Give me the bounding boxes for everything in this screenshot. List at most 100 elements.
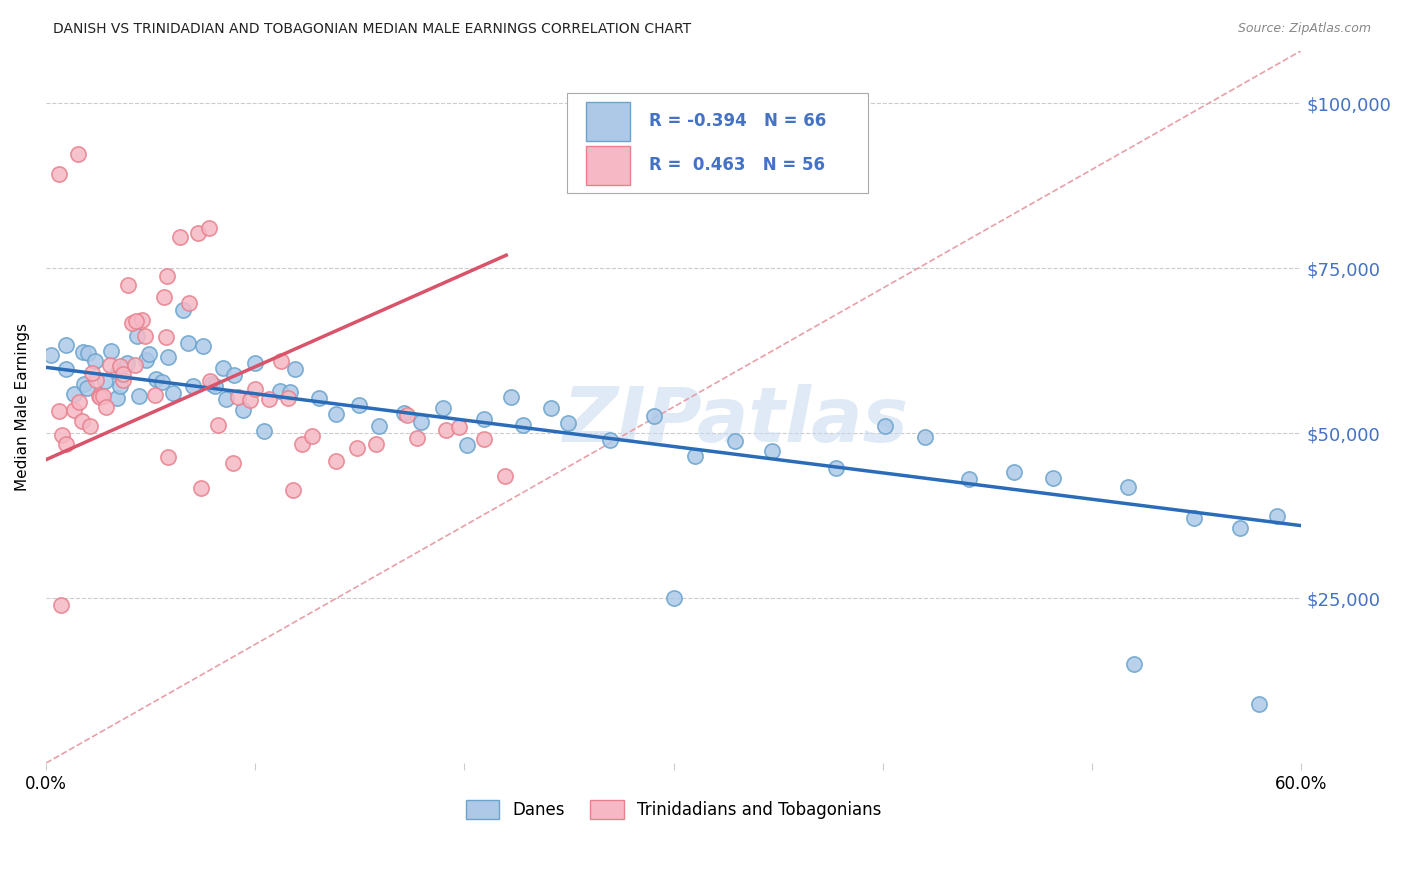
Point [761, 444, 783, 458]
Point [51, 428, 73, 442]
Point [107, 365, 129, 379]
Point [204, 379, 226, 393]
Point [432, 401, 454, 415]
Point [157, 350, 180, 364]
Point [501, 391, 523, 405]
Point [277, 391, 299, 405]
Point [91, 389, 114, 403]
Point [55, 338, 77, 352]
Text: ZIPatlas: ZIPatlas [564, 384, 910, 458]
Point [84, 354, 107, 368]
Point [93, 374, 115, 388]
Point [96, 400, 118, 414]
Point [108, 378, 131, 392]
Point [643, 409, 665, 423]
Point [156, 268, 179, 283]
Point [914, 430, 936, 444]
Point [201, 376, 224, 391]
Point [131, 313, 153, 327]
Point [557, 417, 579, 431]
Text: R =  0.463   N = 56: R = 0.463 N = 56 [648, 156, 824, 174]
Point [112, 367, 135, 381]
Point [115, 356, 138, 370]
Point [1249, 697, 1271, 711]
Point [190, 481, 212, 495]
Point [456, 438, 478, 452]
Point [957, 472, 980, 486]
Point [152, 290, 174, 304]
Point [1002, 465, 1025, 479]
Point [269, 384, 291, 398]
Point [1042, 471, 1064, 485]
Point [308, 391, 330, 405]
Point [198, 220, 221, 235]
Point [243, 356, 266, 370]
Point [367, 419, 389, 434]
Point [155, 330, 177, 344]
Point [70, 413, 93, 427]
Point [291, 437, 314, 451]
Point [239, 392, 262, 407]
Point [105, 391, 128, 405]
Point [63, 403, 86, 417]
Point [82, 366, 104, 380]
Point [1122, 657, 1144, 672]
Point [117, 277, 139, 292]
Point [683, 449, 706, 463]
Point [232, 402, 254, 417]
Point [121, 316, 143, 330]
Point [447, 420, 470, 434]
Legend: Danes, Trinidadians and Tobagonians: Danes, Trinidadians and Tobagonians [460, 794, 887, 826]
Point [405, 431, 427, 445]
Point [125, 328, 148, 343]
Point [138, 346, 160, 360]
Point [156, 450, 179, 464]
Point [183, 378, 205, 392]
Point [198, 374, 221, 388]
Point [63, 387, 86, 401]
Point [392, 406, 415, 420]
Point [347, 398, 370, 412]
Point [494, 468, 516, 483]
Point [87, 389, 110, 403]
Point [325, 453, 347, 467]
Point [39, 348, 62, 362]
Point [301, 429, 323, 443]
Point [243, 382, 266, 396]
Point [472, 432, 495, 446]
Text: Source: ZipAtlas.com: Source: ZipAtlas.com [1237, 22, 1371, 36]
Point [512, 417, 534, 432]
Point [145, 372, 167, 386]
Point [228, 390, 250, 404]
Point [409, 415, 432, 429]
Point [1116, 480, 1139, 494]
Point [172, 302, 194, 317]
Point [76, 345, 98, 359]
Point [222, 456, 245, 470]
Point [134, 329, 156, 343]
Point [66, 147, 89, 161]
Point [79, 419, 101, 434]
Point [662, 591, 685, 606]
Point [325, 407, 347, 421]
Point [98, 358, 121, 372]
Point [187, 226, 209, 240]
Point [73, 376, 96, 391]
Point [135, 353, 157, 368]
Point [128, 389, 150, 403]
Point [125, 314, 148, 328]
Point [1265, 508, 1288, 523]
Point [253, 425, 276, 439]
Point [599, 434, 621, 448]
Point [1182, 511, 1205, 525]
Point [76, 381, 98, 395]
Point [150, 375, 173, 389]
Point [395, 408, 418, 422]
Point [179, 296, 201, 310]
Point [364, 436, 387, 450]
Text: DANISH VS TRINIDADIAN AND TOBAGONIAN MEDIAN MALE EARNINGS CORRELATION CHART: DANISH VS TRINIDADIAN AND TOBAGONIAN MED… [53, 22, 692, 37]
Text: R = -0.394   N = 66: R = -0.394 N = 66 [648, 112, 825, 130]
Point [283, 483, 305, 498]
Point [48, 404, 70, 418]
Point [278, 385, 301, 400]
